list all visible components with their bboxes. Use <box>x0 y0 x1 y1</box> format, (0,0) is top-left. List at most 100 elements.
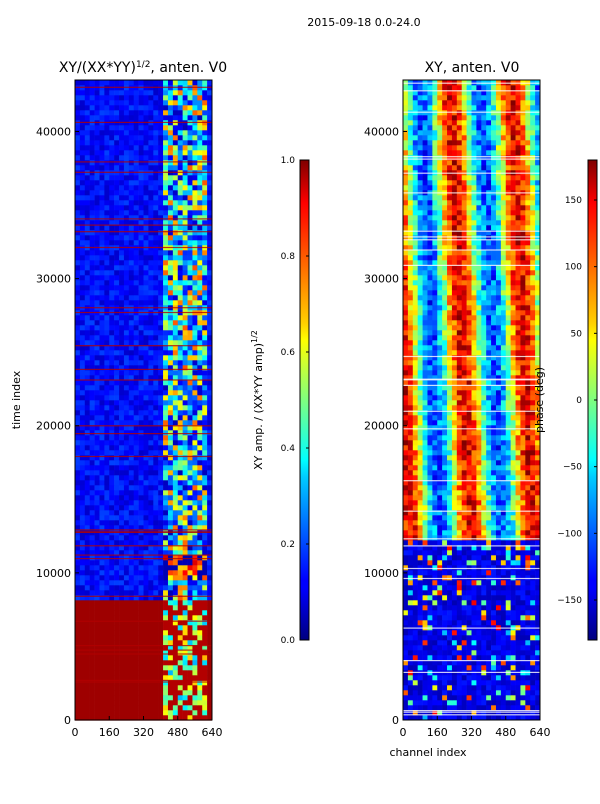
heatmap-cell <box>423 560 428 565</box>
heatmap-cell <box>452 490 457 495</box>
heatmap-cell <box>75 615 80 620</box>
heatmap-cell <box>129 475 134 480</box>
heatmap-cell <box>124 485 129 490</box>
heatmap-cell <box>188 135 193 140</box>
heatmap-cell <box>85 485 90 490</box>
heatmap-cell <box>173 575 178 580</box>
heatmap-cell <box>462 620 467 625</box>
heatmap-cell <box>427 490 432 495</box>
heatmap-cell <box>178 565 183 570</box>
heatmap-cell <box>153 460 158 465</box>
heatmap-cell <box>506 540 511 545</box>
heatmap-cell <box>427 635 432 640</box>
heatmap-cell <box>481 600 486 605</box>
heatmap-cell <box>423 610 428 615</box>
heatmap-cell <box>90 95 95 100</box>
heatmap-cell <box>90 685 95 690</box>
heatmap-cell <box>163 505 168 510</box>
heatmap-cell <box>183 705 188 710</box>
colorbar-tick-label: 0.2 <box>281 540 295 550</box>
heatmap-cell <box>80 100 85 105</box>
heatmap-cell <box>144 315 149 320</box>
heatmap-cell <box>491 515 496 520</box>
heatmap-cell <box>192 300 197 305</box>
heatmap-cell <box>197 325 202 330</box>
heatmap-cell <box>85 405 90 410</box>
heatmap-cell <box>80 430 85 435</box>
heatmap-cell <box>457 610 462 615</box>
heatmap-cell <box>109 500 114 505</box>
heatmap-cell <box>452 705 457 710</box>
heatmap-cell <box>129 335 134 340</box>
heatmap-cell <box>202 480 207 485</box>
heatmap-cell <box>408 590 413 595</box>
heatmap-cell <box>183 230 188 235</box>
heatmap-cell <box>144 250 149 255</box>
heatmap-cell <box>158 215 163 220</box>
heatmap-cell <box>197 450 202 455</box>
heatmap-cell <box>481 530 486 535</box>
heatmap-cell <box>427 485 432 490</box>
heatmap-cell <box>168 235 173 240</box>
heatmap-cell <box>197 490 202 495</box>
heatmap-cell <box>413 620 418 625</box>
heatmap-cell <box>525 585 530 590</box>
heatmap-cell <box>129 515 134 520</box>
heatmap-cell <box>423 575 428 580</box>
heatmap-cell <box>192 490 197 495</box>
heatmap-cell <box>129 670 134 675</box>
heatmap-cell <box>114 535 119 540</box>
heatmap-cell <box>119 130 124 135</box>
heatmap-cell <box>85 590 90 595</box>
heatmap-cell <box>202 440 207 445</box>
heatmap-cell <box>192 590 197 595</box>
heatmap-cell <box>114 430 119 435</box>
heatmap-cell <box>511 695 516 700</box>
heatmap-cell <box>197 480 202 485</box>
heatmap-cell <box>134 230 139 235</box>
heatmap-cell <box>511 565 516 570</box>
heatmap-cell <box>75 655 80 660</box>
heatmap-cell <box>104 410 109 415</box>
heatmap-cell <box>80 210 85 215</box>
heatmap-cell <box>467 570 472 575</box>
heatmap-cell <box>124 410 129 415</box>
heatmap-cell <box>148 130 153 135</box>
heatmap-cell <box>114 455 119 460</box>
heatmap-cell <box>109 195 114 200</box>
heatmap-cell <box>104 395 109 400</box>
heatmap-cell <box>153 565 158 570</box>
heatmap-cell <box>134 225 139 230</box>
heatmap-cell <box>413 585 418 590</box>
heatmap-cell <box>506 550 511 555</box>
heatmap-cell <box>158 265 163 270</box>
heatmap-cell <box>197 380 202 385</box>
heatmap-cell <box>506 575 511 580</box>
heatmap-cell <box>197 630 202 635</box>
heatmap-cell <box>109 640 114 645</box>
heatmap-cell <box>163 490 168 495</box>
heatmap-cell <box>403 485 408 490</box>
heatmap-cell <box>109 180 114 185</box>
heatmap-cell <box>148 435 153 440</box>
heatmap-cell <box>114 475 119 480</box>
heatmap-cell <box>129 240 134 245</box>
heatmap-cell <box>188 185 193 190</box>
heatmap-cell <box>90 195 95 200</box>
heatmap-cell <box>496 605 501 610</box>
heatmap-cell <box>530 605 535 610</box>
heatmap-cell <box>124 555 129 560</box>
heatmap-cell <box>99 430 104 435</box>
heatmap-cell <box>99 380 104 385</box>
heatmap-cell <box>486 530 491 535</box>
heatmap-cell <box>90 320 95 325</box>
heatmap-cell <box>119 140 124 145</box>
heatmap-cell <box>188 370 193 375</box>
heatmap-cell <box>457 570 462 575</box>
heatmap-cell <box>95 665 100 670</box>
heatmap-cell <box>427 535 432 540</box>
heatmap-cell <box>99 435 104 440</box>
heatmap-cell <box>134 385 139 390</box>
heatmap-cell <box>442 505 447 510</box>
heatmap-cell <box>119 95 124 100</box>
